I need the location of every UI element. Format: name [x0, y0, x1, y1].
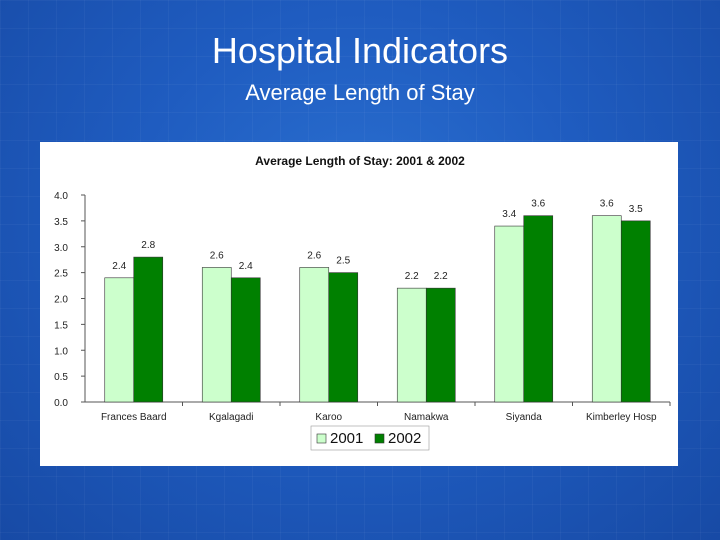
data-label: 2.4 [112, 261, 126, 272]
legend-swatch-2002 [374, 433, 385, 444]
chart-axes: 0.0 0.5 1.0 1.5 2.0 2.5 3.0 3.5 4.0 Frances Baard… [54, 191, 671, 423]
data-label: 3.5 [629, 204, 643, 215]
y-tick-label: 4.0 [54, 191, 68, 202]
y-tick-label: 1.5 [54, 320, 68, 331]
x-category-label: Kgalagadi [209, 412, 253, 423]
legend-label-2001: 2001 [330, 430, 363, 447]
bar-2001-frances-baard [104, 277, 135, 403]
x-category-label: Karoo [315, 412, 342, 423]
chart-bars: 2.4 2.8 2.6 2.4 2.6 2.5 2.2 2.2 3.4 3.6 3.6 3.5 [104, 199, 651, 403]
y-tick-label: 3.0 [54, 243, 68, 254]
slide-title: Hospital Indicators [211, 30, 509, 71]
bar-2002-kgalagadi [230, 277, 261, 403]
chart-title: Average Length of Stay: 2001 & 2002 [255, 154, 465, 168]
data-label: 3.6 [600, 199, 614, 210]
bar-2002-namakwa [425, 287, 456, 403]
y-tick-label: 0.5 [54, 372, 68, 383]
y-tick-label: 3.5 [54, 217, 68, 228]
chart-panel: Average Length of Stay: 2001 & 2002 0.0 0… [40, 142, 678, 466]
bar-2002-kimberley-hosp [620, 220, 651, 403]
y-tick-label: 1.0 [54, 346, 68, 357]
bar-2001-kimberley-hosp [591, 215, 622, 403]
legend-box [310, 425, 430, 451]
bar-2002-karoo [328, 272, 359, 403]
bar-2001-kgalagadi [201, 267, 232, 403]
x-category-label: Kimberley Hosp [586, 412, 657, 423]
data-label: 2.2 [405, 271, 419, 282]
data-label: 2.4 [239, 261, 253, 272]
slide-subtitle: Average Length of Stay [245, 80, 475, 105]
data-label: 2.2 [434, 271, 448, 282]
legend-label-2002: 2002 [388, 430, 421, 447]
x-category-label: Siyanda [506, 412, 543, 423]
data-label: 2.8 [141, 240, 155, 251]
data-label: 3.4 [502, 209, 516, 220]
bar-2002-frances-baard [133, 256, 164, 403]
bar-chart: Average Length of Stay: 2001 & 2002 0.00… [54, 154, 671, 451]
bar-2001-karoo [299, 267, 330, 403]
chart-legend: 2001 2002 [310, 425, 430, 451]
y-tick-label: 0.0 [54, 398, 68, 409]
y-tick-label: 2.5 [54, 269, 68, 280]
x-category-label: Frances Baard [101, 412, 167, 423]
bar-2002-siyanda [523, 215, 554, 403]
data-label: 2.6 [210, 250, 224, 261]
bar-2001-namakwa [396, 287, 427, 403]
data-label: 2.6 [307, 250, 321, 261]
data-label: 3.6 [531, 199, 545, 210]
y-tick-label: 2.0 [54, 295, 68, 306]
bar-2001-siyanda [494, 225, 525, 403]
data-label: 2.5 [336, 256, 350, 267]
legend-swatch-2001 [316, 433, 327, 444]
x-category-label: Namakwa [404, 412, 449, 423]
